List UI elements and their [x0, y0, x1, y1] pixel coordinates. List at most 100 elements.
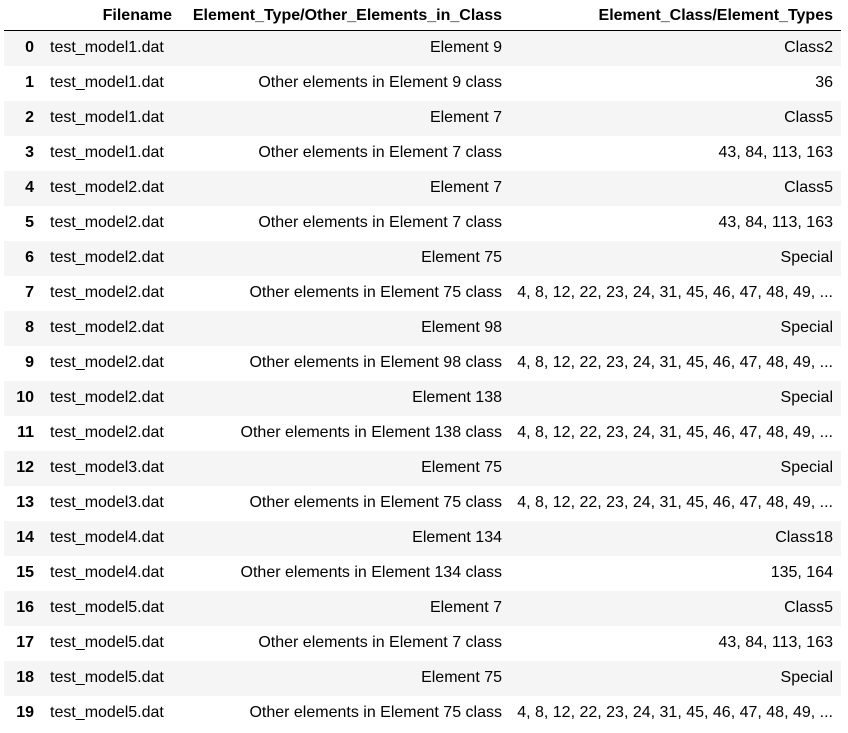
- row-index: 16: [16, 599, 34, 616]
- cell-element-class: Special: [780, 249, 833, 266]
- cell-element-type: Other elements in Element 138 class: [240, 424, 502, 441]
- table-row: 9 test_model2.dat Other elements in Elemen…: [4, 345, 841, 381]
- cell-filename: test_model5.dat: [50, 704, 164, 721]
- cell-element-class: Class5: [784, 179, 833, 196]
- table-row: 4 test_model2.dat Element 7 Class5: [4, 170, 841, 206]
- cell-element-type: Other elements in Element 75 class: [249, 284, 502, 301]
- cell-filename: test_model5.dat: [50, 669, 164, 686]
- cell-filename: test_model2.dat: [50, 284, 164, 301]
- row-index: 5: [25, 214, 34, 231]
- cell-filename: test_model1.dat: [50, 74, 164, 91]
- cell-filename: test_model3.dat: [50, 494, 164, 511]
- cell-filename: test_model1.dat: [50, 39, 164, 57]
- cell-element-class: Class5: [784, 109, 833, 126]
- cell-filename: test_model2.dat: [50, 214, 164, 231]
- cell-element-class: Class5: [784, 599, 833, 616]
- header-index: [4, 2, 42, 31]
- cell-element-class: 4, 8, 12, 22, 23, 24, 31, 45, 46, 47, 48…: [517, 494, 833, 511]
- cell-element-type: Other elements in Element 98 class: [249, 354, 502, 371]
- cell-element-class: Class18: [775, 529, 833, 546]
- cell-filename: test_model4.dat: [50, 529, 164, 546]
- cell-element-type: Element 98: [421, 319, 502, 336]
- table-row: 7 test_model2.dat Other elements in Elemen…: [4, 275, 841, 311]
- row-index: 6: [25, 249, 34, 266]
- cell-filename: test_model5.dat: [50, 599, 164, 616]
- cell-element-class: 4, 8, 12, 22, 23, 24, 31, 45, 46, 47, 48…: [517, 354, 833, 371]
- cell-element-class: 43, 84, 113, 163: [718, 214, 833, 231]
- cell-element-type: Other elements in Element 7 class: [258, 144, 502, 161]
- row-index: 11: [17, 424, 34, 441]
- table-row: 1 test_model1.dat Other elements in Elemen…: [4, 65, 841, 101]
- cell-filename: test_model1.dat: [50, 109, 164, 126]
- cell-element-type: Element 9: [429, 39, 502, 57]
- table-body: 0 test_model1.dat Element 9 Class2 1 test_mod…: [4, 30, 841, 731]
- cell-filename: test_model4.dat: [50, 564, 164, 581]
- cell-element-type: Other elements in Element 7 class: [258, 634, 502, 651]
- cell-element-type: Element 7: [429, 109, 502, 126]
- table-row: 19 test_model5.dat Other elements in Eleme…: [4, 695, 841, 731]
- row-index: 8: [25, 319, 34, 336]
- table-row: 18 test_model5.dat Element 75 Special: [4, 660, 841, 696]
- cell-element-type: Element 75: [421, 669, 502, 686]
- dataframe-table: Filename Element_Type/Other_Elements_in_…: [4, 2, 841, 731]
- cell-element-class: 43, 84, 113, 163: [718, 634, 833, 651]
- row-index: 3: [25, 144, 34, 161]
- cell-element-type: Other elements in Element 134 class: [240, 564, 502, 581]
- row-index: 19: [16, 704, 34, 721]
- row-index: 15: [16, 564, 34, 581]
- header-element-type: Element_Type/Other_Elements_in_Class: [176, 2, 506, 31]
- cell-filename: test_model2.dat: [50, 389, 164, 406]
- cell-element-type: Other elements in Element 75 class: [249, 704, 502, 721]
- row-index: 4: [25, 179, 34, 196]
- table-row: 15 test_model4.dat Other elements in Eleme…: [4, 555, 841, 591]
- cell-filename: test_model2.dat: [50, 179, 164, 196]
- row-index: 13: [16, 494, 34, 511]
- cell-filename: test_model1.dat: [50, 144, 164, 161]
- row-index: 18: [16, 669, 34, 686]
- header-filename: Filename: [42, 2, 176, 31]
- cell-element-type: Element 75: [421, 459, 502, 476]
- row-index: 14: [16, 529, 34, 546]
- cell-element-type: Element 7: [429, 599, 502, 616]
- table-row: 12 test_model3.dat Element 75 Special: [4, 450, 841, 486]
- row-index: 0: [25, 39, 34, 57]
- cell-element-type: Other elements in Element 9 class: [258, 74, 502, 91]
- table-row: 6 test_model2.dat Element 75 Special: [4, 240, 841, 276]
- table-row: 13 test_model3.dat Other elements in Eleme…: [4, 485, 841, 521]
- cell-element-class: Class2: [784, 39, 833, 57]
- cell-element-class: 4, 8, 12, 22, 23, 24, 31, 45, 46, 47, 48…: [517, 704, 833, 721]
- cell-element-class: 4, 8, 12, 22, 23, 24, 31, 45, 46, 47, 48…: [517, 424, 833, 441]
- header-row: Filename Element_Type/Other_Elements_in_…: [4, 2, 841, 31]
- cell-element-class: 36: [815, 74, 833, 91]
- row-index: 7: [25, 284, 34, 301]
- table-row: 5 test_model2.dat Other elements in Elemen…: [4, 205, 841, 241]
- cell-element-type: Element 75: [421, 249, 502, 266]
- cell-element-class: Special: [780, 669, 833, 686]
- cell-filename: test_model3.dat: [50, 459, 164, 476]
- cell-filename: test_model2.dat: [50, 354, 164, 371]
- table-row: 16 test_model5.dat Element 7 Class5: [4, 590, 841, 626]
- cell-element-type: Other elements in Element 7 class: [258, 214, 502, 231]
- table-row: 17 test_model5.dat Other elements in Eleme…: [4, 625, 841, 661]
- cell-filename: test_model2.dat: [50, 424, 164, 441]
- row-index: 1: [25, 74, 34, 91]
- cell-element-class: Special: [780, 319, 833, 336]
- row-index: 10: [16, 389, 34, 406]
- table-row: 2 test_model1.dat Element 7 Class5: [4, 100, 841, 136]
- row-index: 12: [16, 459, 34, 476]
- cell-filename: test_model5.dat: [50, 634, 164, 651]
- cell-filename: test_model2.dat: [50, 319, 164, 336]
- cell-element-type: Element 7: [429, 179, 502, 196]
- cell-element-type: Element 134: [412, 529, 502, 546]
- cell-element-class: 135, 164: [770, 564, 833, 581]
- cell-element-class: Special: [780, 459, 833, 476]
- row-index: 2: [25, 109, 34, 126]
- table-row: 8 test_model2.dat Element 98 Special: [4, 310, 841, 346]
- row-index: 9: [25, 354, 34, 371]
- table-row: 3 test_model1.dat Other elements in Elemen…: [4, 135, 841, 171]
- cell-element-type: Element 138: [412, 389, 502, 406]
- row-index: 17: [16, 634, 34, 651]
- cell-filename: test_model2.dat: [50, 249, 164, 266]
- cell-element-type: Other elements in Element 75 class: [249, 494, 502, 511]
- cell-element-class: 43, 84, 113, 163: [718, 144, 833, 161]
